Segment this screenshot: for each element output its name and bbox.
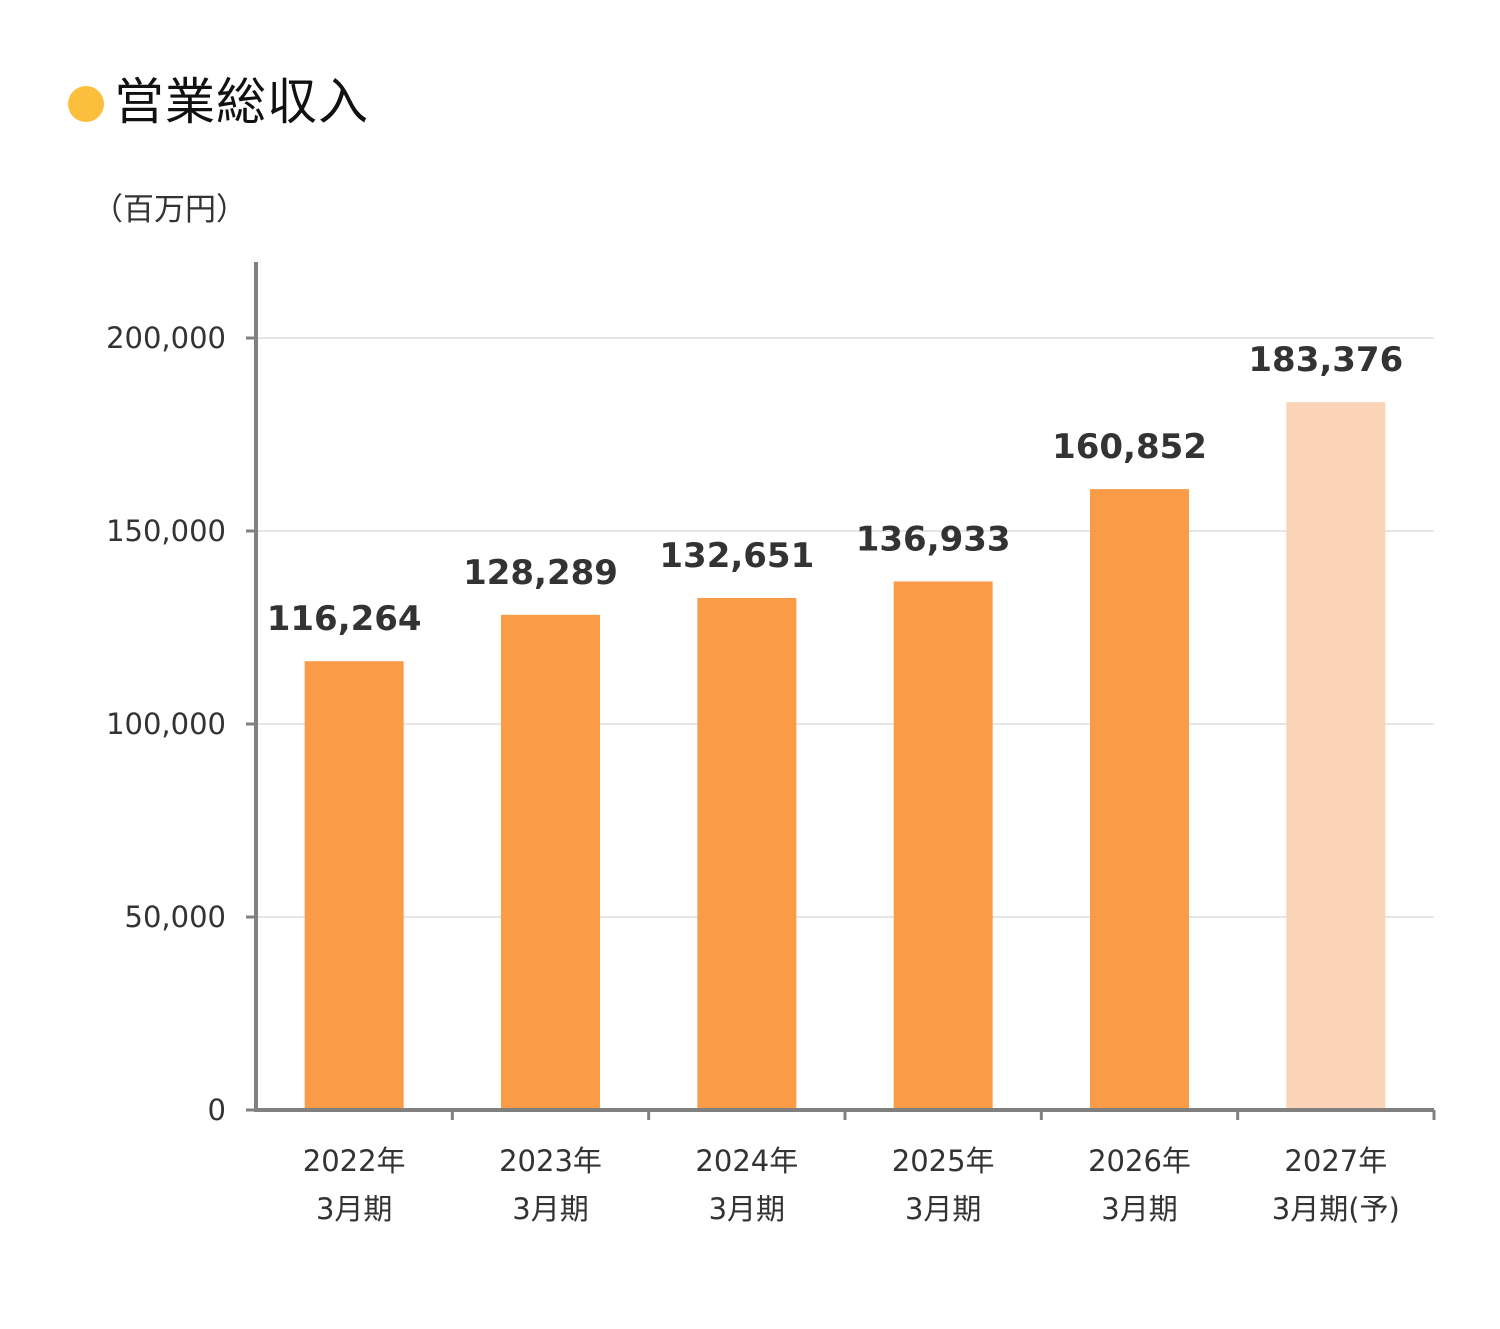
x-category-label-period: 3月期: [512, 1192, 588, 1226]
y-tick-label: 100,000: [106, 707, 226, 741]
bar-4: [1090, 489, 1189, 1110]
value-label: 183,376: [1248, 340, 1403, 380]
bar-1: [501, 614, 600, 1110]
value-label: 128,289: [463, 553, 618, 593]
value-label: 132,651: [659, 536, 814, 576]
y-tick-label: 200,000: [106, 321, 226, 355]
x-category-label-period: 3月期: [316, 1192, 392, 1226]
value-label: 160,852: [1052, 427, 1207, 467]
title-bullet-icon: [68, 86, 104, 122]
x-category-label-period: 3月期: [709, 1192, 785, 1226]
y-tick-label: 50,000: [125, 900, 226, 934]
bar-3: [893, 581, 993, 1110]
value-label: 116,264: [267, 599, 422, 639]
x-category-label-year: 2022年: [303, 1144, 406, 1178]
x-category-label-year: 2025年: [892, 1144, 995, 1178]
x-category-label-period: 3月期(予): [1272, 1192, 1400, 1226]
bar-2: [697, 597, 797, 1110]
x-category-label-year: 2027年: [1284, 1144, 1387, 1178]
x-category-label-year: 2024年: [695, 1144, 798, 1178]
x-category-label-period: 3月期: [905, 1192, 981, 1226]
y-tick-label: 0: [208, 1093, 226, 1127]
value-label: 136,933: [856, 519, 1011, 559]
unit-label: （百万円）: [92, 192, 247, 228]
y-tick-label: 150,000: [106, 514, 226, 548]
x-category-label-year: 2023年: [499, 1144, 602, 1178]
bar-5: [1286, 402, 1386, 1110]
bar-0: [304, 661, 404, 1110]
x-category-label-period: 3月期: [1101, 1192, 1177, 1226]
chart-title: 営業総収入: [114, 73, 369, 131]
x-category-label-year: 2026年: [1088, 1144, 1191, 1178]
